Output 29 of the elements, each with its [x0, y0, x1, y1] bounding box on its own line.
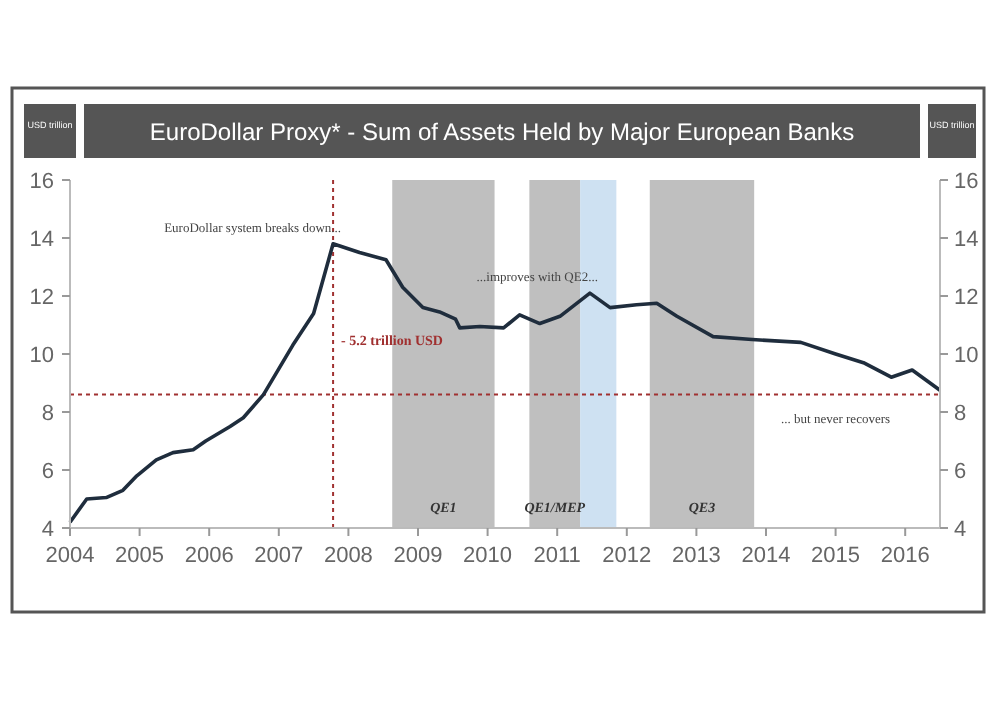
line-series	[68, 242, 942, 524]
y2-tick-label: 8	[954, 402, 967, 426]
x-tick-label: 2015	[811, 544, 861, 568]
y2-tick-label: 14	[954, 228, 979, 252]
x-tick-label: 2008	[323, 544, 373, 568]
y2-tick-label: 6	[954, 460, 967, 484]
chart-title: EuroDollar Proxy* - Sum of Assets Held by Major European Banks	[149, 118, 855, 146]
x-tick-label: 2007	[254, 544, 304, 568]
y-tick-label: 6	[41, 460, 54, 484]
y-tick-label: 4	[41, 518, 54, 542]
y-tick-label: 14	[29, 228, 54, 252]
x-tick-label: 2006	[184, 544, 234, 568]
y-tick-label: 10	[29, 344, 54, 368]
x-tick-label: 2004	[45, 544, 95, 568]
y2-tick-label: 12	[954, 286, 979, 310]
x-tick-label: 2013	[671, 544, 721, 568]
x-tick-label: 2005	[115, 544, 165, 568]
x-tick-label: 2012	[602, 544, 652, 568]
y2-tick-label: 10	[954, 344, 979, 368]
y2-tick-label: 16	[954, 170, 979, 194]
y-tick-label: 12	[29, 286, 54, 310]
y2-tick-label: 4	[954, 518, 967, 542]
x-tick-label: 2014	[741, 544, 791, 568]
x-tick-label: 2009	[393, 544, 443, 568]
y-tick-label: 8	[41, 402, 54, 426]
x-tick-label: 2016	[880, 544, 930, 568]
y-tick-label: 16	[29, 170, 54, 194]
x-tick-label: 2010	[463, 544, 513, 568]
x-tick-label: 2011	[533, 544, 581, 568]
